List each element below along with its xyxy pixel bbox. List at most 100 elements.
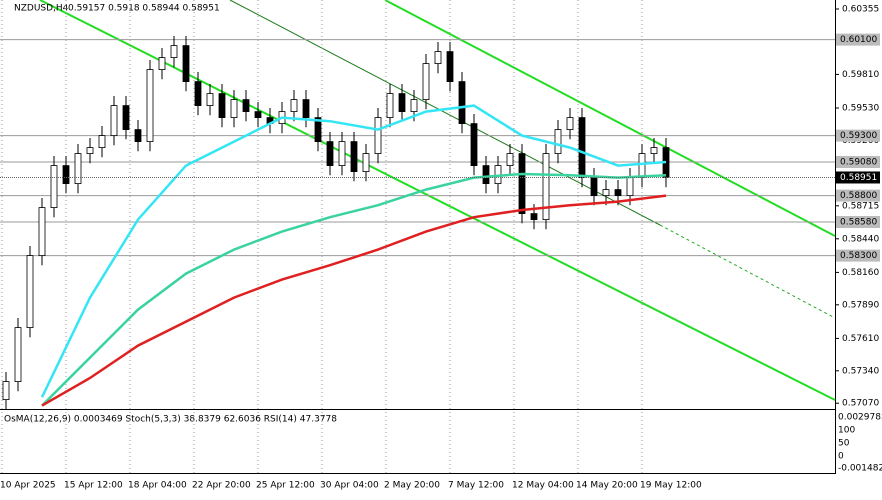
osc-label: 50 [838,439,850,449]
level-box [836,249,880,262]
candle-body [338,141,346,167]
candle-body [50,165,58,209]
last-price-label: 0.58951 [840,173,877,183]
level-box [836,189,880,202]
x-tick-label: 25 Apr 12:00 [256,481,315,491]
candle-body [542,153,550,221]
candle-body [2,381,10,401]
x-tick-label: 19 May 12:00 [640,481,702,491]
candle-body [434,51,442,64]
candle-body [350,141,358,173]
candle-body [14,327,22,383]
candle-body [158,57,166,70]
level-label: 0.58800 [840,191,877,201]
candle-body [98,135,106,149]
level-label: 0.60100 [840,35,877,45]
chart-title: NZDUSD,H4 [14,4,69,14]
osc-label: -0.001482 [838,464,882,474]
candle-body [194,81,202,106]
y-tick-label: 0.58160 [842,268,879,278]
candle-body [518,153,526,215]
level-label: 0.59300 [840,131,877,141]
x-tick-label: 18 Apr 04:00 [128,481,187,491]
osc-label: 100 [838,426,855,436]
candle-body [650,147,658,155]
moving-average [40,104,667,398]
candle-body [470,123,478,166]
x-tick-label: 15 Apr 12:00 [64,481,123,491]
osc-label: 0 [838,452,844,462]
candle-body [374,117,382,154]
candle-body [314,117,322,142]
x-tick-label: 14 May 20:00 [576,481,638,491]
channel-line [39,0,836,401]
y-tick-label: 0.59810 [842,70,879,80]
y-tick-label: 0.57610 [842,334,879,344]
x-tick-label: 30 Apr 04:00 [320,481,379,491]
candle-body [638,153,646,179]
level-label: 0.59080 [840,158,877,168]
y-tick-label: 0.59530 [842,104,879,114]
candle-body [86,147,94,155]
candle-body [254,111,262,118]
moving-average [41,172,667,407]
oscillator-legend: OsMA(12,26,9) 0.0003469 Stoch(5,3,3) 38.… [4,415,337,425]
candle-body [554,129,562,155]
level-box [836,129,880,142]
level-label: 0.58580 [840,218,877,228]
candle-body [446,51,454,82]
candle-body [182,45,190,82]
ohlc-text: 0.59157 0.5918 0.58944 0.58951 [68,4,220,14]
candle-body [614,189,622,197]
candle-body [146,69,154,142]
candle-body [242,99,250,112]
candle-body [398,93,406,112]
y-tick-label: 0.58715 [842,201,879,211]
candle-body [206,93,214,106]
osc-label: 0.0029785 [838,413,882,423]
candle-body [122,105,130,130]
y-tick-label: 0.60355 [842,5,879,15]
candle-body [578,117,586,178]
x-tick-label: 12 May 04:00 [512,481,574,491]
candle-body [566,117,574,130]
y-tick-label: 0.58440 [842,234,879,244]
trend-line [229,0,661,226]
candle-body [38,207,46,257]
moving-average [41,194,667,407]
candle-body [290,99,298,112]
level-label: 0.58300 [840,251,877,261]
level-box [836,216,880,228]
candle-body [62,165,70,185]
candle-body [302,99,310,118]
candle-body [110,105,118,136]
candle-body [326,141,334,167]
candle-body [458,81,466,124]
candle-body [602,189,610,197]
last-price-box [836,171,880,184]
candle-body [410,99,418,112]
candle-body [626,177,634,197]
candle-body [218,93,226,118]
candle-body [506,153,514,167]
candle-body [74,153,82,185]
candle-body [26,255,34,329]
level-box [836,33,880,46]
candle-body [422,63,430,100]
candle-body [362,153,370,173]
y-tick-label: 0.57890 [842,300,879,310]
candle-body [134,129,142,143]
x-tick-label: 2 May 20:00 [384,481,440,491]
candle-body [170,45,178,58]
level-box [836,156,880,168]
x-tick-label: 10 Apr 2025 [0,481,56,491]
candle-body [230,99,238,118]
x-tick-label: 22 Apr 20:00 [192,481,251,491]
x-tick-label: 7 May 12:00 [448,481,504,491]
candle-body [530,213,538,221]
y-tick-label: 0.57070 [842,399,879,409]
candle-body [386,93,394,118]
candle-body [590,177,598,197]
candle-body [482,165,490,185]
